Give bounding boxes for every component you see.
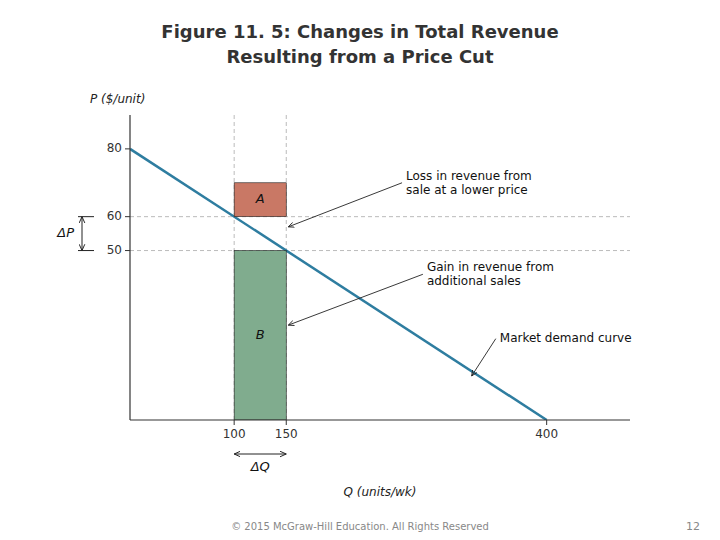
- page-number: 12: [686, 520, 700, 533]
- x-axis-label: Q (units/wk): [344, 485, 417, 499]
- y-tick-label: 80: [107, 141, 122, 155]
- delta-p-bound: [78, 250, 94, 251]
- area-label: A: [255, 191, 265, 206]
- plot-data: [130, 149, 547, 420]
- guide-line: [130, 250, 630, 251]
- y-axis-line: [129, 115, 130, 420]
- chart: Figure 11. 5: Changes in Total Revenue Re…: [0, 0, 720, 540]
- y-tick-label: 50: [107, 243, 122, 257]
- x-tick-label: 150: [275, 427, 298, 441]
- revenue-area: [234, 251, 286, 420]
- annotation-arrow: [472, 339, 496, 376]
- x-tick: [234, 420, 235, 425]
- text-line: Gain in revenue from: [427, 260, 554, 274]
- x-tick: [286, 420, 287, 425]
- delta-p-arrow: [82, 217, 83, 251]
- x-tick-label: 400: [535, 427, 558, 441]
- axes: 100 150 400 50 60 80: [107, 115, 630, 441]
- annotation-arrow: [288, 274, 423, 325]
- annotation: Market demand curve: [500, 331, 632, 345]
- x-axis-line: [130, 419, 630, 420]
- text-line: Loss in revenue from: [406, 168, 532, 182]
- guides: [130, 115, 630, 420]
- delta-p-bound: [78, 216, 94, 217]
- y-tick: [125, 216, 130, 217]
- y-tick-label: 60: [107, 209, 122, 223]
- text-line: additional sales: [427, 274, 521, 288]
- demand-line: [130, 149, 547, 420]
- delta-p-label: ΔP: [56, 225, 74, 240]
- x-tick: [546, 420, 547, 425]
- title: Figure 11. 5: Changes in Total Revenue: [161, 21, 558, 42]
- revenue-area: [234, 183, 286, 217]
- y-tick: [125, 250, 130, 251]
- subtitle: Resulting from a Price Cut: [226, 46, 493, 67]
- area-label: B: [256, 327, 265, 342]
- text-line: sale at a lower price: [406, 182, 528, 196]
- guide-line: [130, 216, 630, 217]
- x-tick-label: 100: [223, 427, 246, 441]
- y-axis-label: P ($/unit): [90, 92, 145, 106]
- delta-q-arrow: [234, 454, 286, 455]
- delta-q-label: ΔQ: [250, 459, 270, 474]
- annotation-arrow: [288, 183, 402, 227]
- footer: © 2015 McGraw-Hill Education. All Rights…: [231, 521, 489, 532]
- annotation: Gain in revenue fromadditional sales: [427, 260, 554, 288]
- annotation: Loss in revenue fromsale at a lower pric…: [406, 168, 532, 196]
- y-tick: [125, 148, 130, 149]
